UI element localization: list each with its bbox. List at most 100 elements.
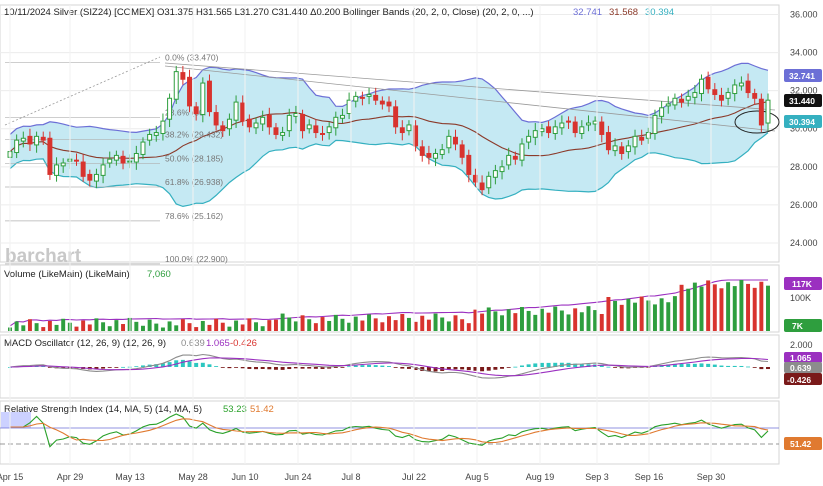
volume-bar <box>652 304 657 331</box>
candle <box>679 93 685 108</box>
candle <box>140 137 146 160</box>
volume-bar <box>207 324 212 331</box>
volume-bar <box>154 323 159 331</box>
volume-bar <box>526 310 531 331</box>
candle <box>745 73 751 99</box>
svg-text:-0.426: -0.426 <box>787 375 811 385</box>
candle <box>167 93 173 128</box>
volume-bar <box>293 321 298 331</box>
volume-bar <box>712 284 717 331</box>
candle <box>585 115 591 132</box>
macd-histogram-bar <box>267 367 272 370</box>
volume-bar <box>473 309 478 331</box>
svg-text:117K: 117K <box>792 279 813 289</box>
candle <box>672 93 678 110</box>
candle <box>220 121 226 137</box>
volume-bar <box>61 318 66 331</box>
volume-bar <box>546 312 551 331</box>
macd-histogram-bar <box>406 367 411 369</box>
fib-level-label: 38.2% (29.432) <box>165 130 223 140</box>
fib-level-label: 78.6% (25.162) <box>165 211 223 221</box>
candle <box>652 109 658 140</box>
volume-axis-label: 100K <box>790 293 811 303</box>
candle <box>246 114 252 133</box>
volume-bar <box>413 321 418 331</box>
volume-bar <box>220 322 225 331</box>
candle <box>599 116 605 143</box>
bollinger-upper-line <box>9 62 769 135</box>
candle <box>453 129 458 151</box>
date-axis: Apr 15 Apr 29 May 13 May 28 Jun 10 Jun 24 Jul … <box>0 5 725 482</box>
volume-bar <box>333 314 338 331</box>
macd-histogram-bar <box>234 367 239 368</box>
macd-histogram-bar <box>732 365 737 367</box>
macd-histogram-bar <box>400 367 405 369</box>
macd-histogram-bar <box>387 366 391 367</box>
volume-bar <box>566 314 571 331</box>
candle <box>406 120 412 136</box>
volume-bar <box>659 298 664 331</box>
candle <box>373 87 379 105</box>
candle <box>546 121 552 139</box>
macd-histogram-bar <box>154 364 159 367</box>
barchart-watermark: barchart <box>5 246 82 267</box>
fib-connector-line[interactable] <box>4 56 161 126</box>
macd-histogram-bar <box>599 365 604 367</box>
volume-bar <box>21 325 26 331</box>
candle <box>712 83 718 100</box>
macd-histogram-bar <box>320 367 325 369</box>
volume-bar <box>433 313 438 331</box>
volume-bar <box>340 318 345 331</box>
volume-bar <box>267 320 272 331</box>
volume-bar <box>699 286 704 331</box>
volume-bar <box>47 320 52 331</box>
trend-line-lower[interactable] <box>164 65 776 132</box>
volume-bar <box>160 327 165 331</box>
macd-histogram-bar <box>214 366 219 367</box>
macd-histogram-bar <box>466 367 471 371</box>
macd-histogram-bar <box>247 367 252 369</box>
volume-bar <box>380 322 385 331</box>
volume-bar <box>260 326 265 331</box>
macd-histogram-bar <box>380 365 385 367</box>
candle <box>54 157 60 182</box>
volume-bar <box>440 317 445 331</box>
date-axis-label: Sep 16 <box>635 472 664 482</box>
candle <box>120 150 126 170</box>
macd-histogram-bar <box>460 367 465 370</box>
macd-histogram-bar <box>573 363 578 367</box>
candle <box>699 74 704 102</box>
candle <box>100 158 106 184</box>
macd-histogram-bar <box>672 363 677 367</box>
candle <box>492 164 498 185</box>
candle <box>213 104 219 131</box>
volume-bar <box>639 296 644 331</box>
bb-upper-value: 32.741 <box>573 7 602 18</box>
volume-panel: Volume (LikeMain) (LikeMain) 7,060 100K … <box>0 264 822 333</box>
candle <box>419 140 425 162</box>
candle <box>93 168 99 189</box>
volume-bar <box>486 307 491 331</box>
macd-histogram-bar <box>539 362 544 367</box>
macd-histogram-bar <box>413 367 418 371</box>
volume-bar <box>54 324 59 331</box>
volume-bar <box>87 324 92 331</box>
date-axis-label: Jul 22 <box>402 472 426 482</box>
price-tag-lower: 30.394 <box>784 115 822 128</box>
candle <box>685 89 691 107</box>
annotation-circle[interactable] <box>734 110 780 134</box>
macd-histogram-bar <box>712 364 717 367</box>
volume-bar <box>506 309 511 331</box>
macd-signal-line <box>9 357 769 377</box>
macd-histogram-bar <box>41 365 46 367</box>
volume-bar <box>539 308 544 331</box>
volume-bar <box>460 319 465 331</box>
volume-bar <box>426 319 431 331</box>
macd-histogram-bar <box>433 367 438 372</box>
svg-text:1.065: 1.065 <box>790 353 812 363</box>
candle <box>738 76 744 91</box>
macd-histogram-bar <box>692 363 697 367</box>
candle <box>80 154 86 182</box>
candle <box>306 119 312 134</box>
